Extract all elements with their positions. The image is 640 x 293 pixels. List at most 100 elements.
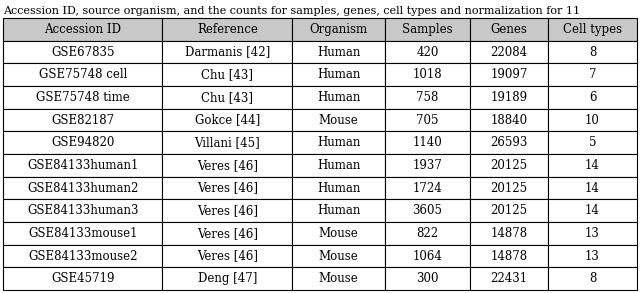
Text: GSE84133mouse2: GSE84133mouse2 (28, 250, 138, 263)
Bar (163, 41, 292, 63)
Bar (470, 267, 548, 290)
Text: GSE84133human2: GSE84133human2 (27, 181, 138, 195)
Text: 14: 14 (585, 159, 600, 172)
Text: Chu [43]: Chu [43] (202, 68, 253, 81)
Text: Human: Human (317, 136, 360, 149)
Text: Veres [46]: Veres [46] (197, 181, 258, 195)
Bar (292, 245, 385, 267)
Text: GSE67835: GSE67835 (51, 45, 115, 59)
Text: Veres [46]: Veres [46] (197, 159, 258, 172)
Bar (292, 154, 385, 177)
Text: 22084: 22084 (490, 45, 527, 59)
Bar (548, 41, 637, 63)
Bar (385, 86, 470, 109)
Text: 300: 300 (416, 272, 439, 285)
Bar (385, 177, 470, 199)
Bar (385, 222, 470, 245)
Bar (163, 222, 292, 245)
Text: 14878: 14878 (490, 227, 527, 240)
Bar (292, 222, 385, 245)
Bar (163, 177, 292, 199)
Text: Mouse: Mouse (319, 272, 358, 285)
Text: 1724: 1724 (413, 181, 442, 195)
Text: 20125: 20125 (490, 204, 527, 217)
Text: 13: 13 (585, 227, 600, 240)
Text: 1937: 1937 (413, 159, 442, 172)
Text: GSE75748 time: GSE75748 time (36, 91, 129, 104)
Text: Human: Human (317, 91, 360, 104)
Bar (470, 109, 548, 131)
Text: 8: 8 (589, 272, 596, 285)
Bar (470, 245, 548, 267)
Bar (292, 86, 385, 109)
Bar (3, 63, 163, 86)
Text: 3605: 3605 (413, 204, 442, 217)
Text: GSE84133mouse1: GSE84133mouse1 (28, 227, 138, 240)
Text: 822: 822 (417, 227, 438, 240)
Bar (385, 18, 470, 41)
Text: Chu [43]: Chu [43] (202, 91, 253, 104)
Text: 420: 420 (417, 45, 438, 59)
Bar (292, 267, 385, 290)
Bar (292, 177, 385, 199)
Bar (163, 245, 292, 267)
Text: Human: Human (317, 159, 360, 172)
Text: Organism: Organism (310, 23, 367, 36)
Text: 6: 6 (589, 91, 596, 104)
Text: 14878: 14878 (490, 250, 527, 263)
Text: GSE45719: GSE45719 (51, 272, 115, 285)
Bar (292, 199, 385, 222)
Bar (548, 199, 637, 222)
Bar (163, 199, 292, 222)
Bar (385, 267, 470, 290)
Text: Veres [46]: Veres [46] (197, 250, 258, 263)
Text: Human: Human (317, 204, 360, 217)
Bar (163, 154, 292, 177)
Bar (470, 131, 548, 154)
Text: Villani [45]: Villani [45] (195, 136, 260, 149)
Bar (3, 245, 163, 267)
Bar (3, 267, 163, 290)
Bar (3, 154, 163, 177)
Text: 758: 758 (417, 91, 438, 104)
Bar (3, 109, 163, 131)
Text: Gokce [44]: Gokce [44] (195, 113, 260, 127)
Text: GSE75748 cell: GSE75748 cell (38, 68, 127, 81)
Bar (470, 222, 548, 245)
Text: 19097: 19097 (490, 68, 528, 81)
Text: 1018: 1018 (413, 68, 442, 81)
Bar (385, 63, 470, 86)
Bar (3, 86, 163, 109)
Text: Human: Human (317, 45, 360, 59)
Text: Veres [46]: Veres [46] (197, 204, 258, 217)
Bar (163, 18, 292, 41)
Bar (292, 18, 385, 41)
Bar (385, 245, 470, 267)
Bar (163, 86, 292, 109)
Text: Accession ID, source organism, and the counts for samples, genes, cell types and: Accession ID, source organism, and the c… (3, 6, 580, 16)
Bar (3, 131, 163, 154)
Bar (548, 86, 637, 109)
Text: 20125: 20125 (490, 181, 527, 195)
Text: 14: 14 (585, 204, 600, 217)
Text: 22431: 22431 (490, 272, 527, 285)
Bar (292, 131, 385, 154)
Bar (548, 154, 637, 177)
Bar (163, 109, 292, 131)
Bar (548, 177, 637, 199)
Text: Veres [46]: Veres [46] (197, 227, 258, 240)
Bar (470, 18, 548, 41)
Text: 10: 10 (585, 113, 600, 127)
Bar (163, 267, 292, 290)
Text: GSE94820: GSE94820 (51, 136, 115, 149)
Bar (470, 41, 548, 63)
Text: Mouse: Mouse (319, 227, 358, 240)
Bar (3, 41, 163, 63)
Text: GSE84133human3: GSE84133human3 (27, 204, 138, 217)
Text: Cell types: Cell types (563, 23, 622, 36)
Bar (470, 86, 548, 109)
Bar (385, 109, 470, 131)
Text: 20125: 20125 (490, 159, 527, 172)
Bar (3, 222, 163, 245)
Bar (470, 63, 548, 86)
